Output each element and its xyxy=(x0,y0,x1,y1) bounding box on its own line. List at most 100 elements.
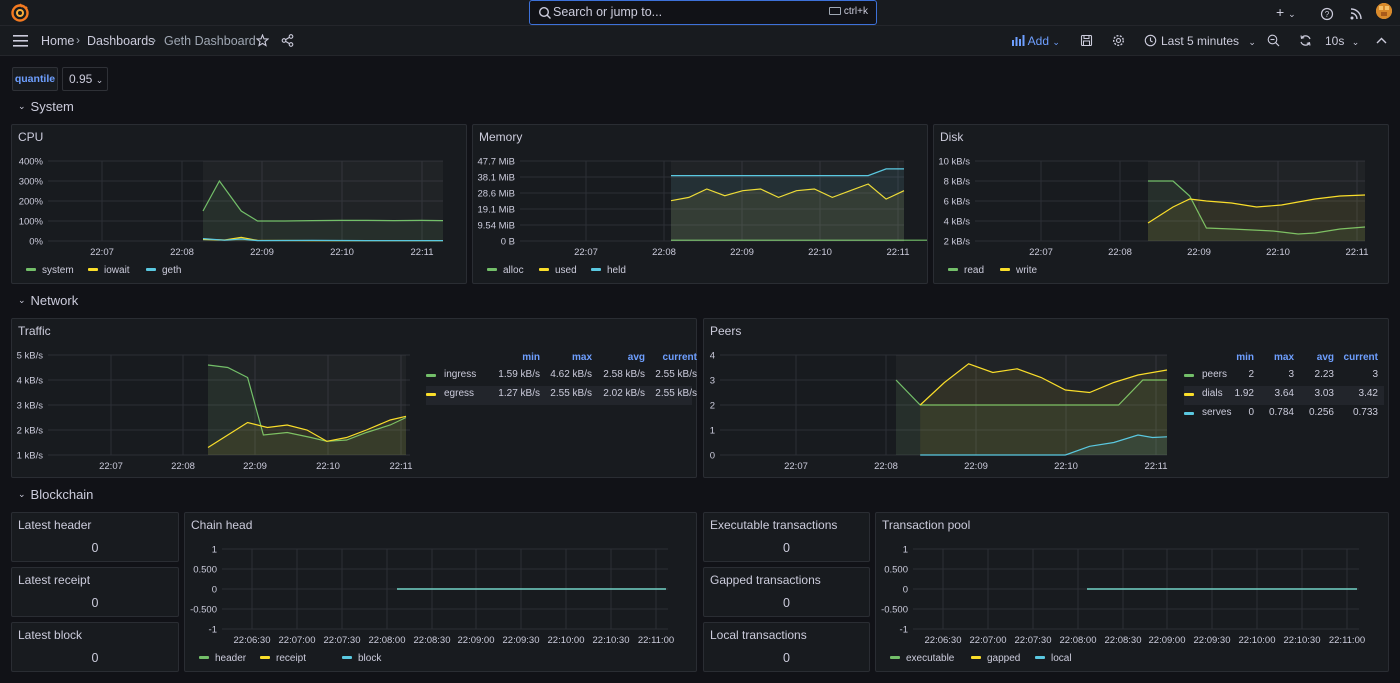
row-header-network[interactable]: ⌄ Network xyxy=(18,293,78,308)
y-tick-label: 5 kB/s xyxy=(17,351,44,362)
row-title-label: Network xyxy=(30,293,79,308)
row-header-blockchain[interactable]: ⌄ Blockchain xyxy=(18,487,93,502)
panel-latest-block[interactable]: Latest block 0 xyxy=(11,622,179,672)
legend-swatch xyxy=(591,268,601,271)
x-tick-label: 22:09 xyxy=(1187,247,1211,258)
legend-table-header-current[interactable]: current xyxy=(662,352,697,363)
zoom-out-icon[interactable] xyxy=(1267,34,1280,47)
panel-cpu[interactable]: CPU 400% 300% 200% 100% 0% 22:07 22:08 22:09 22:… xyxy=(11,124,467,284)
legend-item-iowait[interactable]: iowait xyxy=(88,265,130,276)
legend-item-gapped[interactable]: gapped xyxy=(971,653,1020,664)
legend-item-block[interactable]: block xyxy=(342,653,381,664)
y-tick-label: 0 xyxy=(710,451,715,462)
x-tick-label: 22:08:00 xyxy=(369,635,406,646)
legend-table-header-avg[interactable]: avg xyxy=(1316,352,1334,363)
series-area-peers xyxy=(896,380,1167,455)
legend-label: receipt xyxy=(276,653,307,664)
panel-disk[interactable]: Disk 10 kB/s 8 kB/s 6 kB/s 4 kB/s 2 kB/s 22:0… xyxy=(933,124,1389,284)
hamburger-menu-icon[interactable] xyxy=(13,35,28,47)
rss-icon[interactable] xyxy=(1349,5,1363,23)
series-line-geth xyxy=(202,238,443,242)
settings-gear-icon[interactable] xyxy=(1112,34,1125,47)
breadcrumb-dashboards[interactable]: Dashboards xyxy=(87,34,155,48)
legend-label: system xyxy=(42,265,74,276)
legend-item-held[interactable]: held xyxy=(591,265,626,276)
time-range-picker[interactable]: Last 5 minutes ⌄ xyxy=(1144,34,1256,48)
grafana-logo[interactable] xyxy=(10,3,30,23)
series-area-ingress xyxy=(208,365,406,455)
legend-item-system[interactable]: system xyxy=(26,265,74,276)
legend-item-alloc[interactable]: alloc xyxy=(487,265,524,276)
search-input[interactable] xyxy=(553,5,813,19)
user-avatar[interactable] xyxy=(1376,3,1392,19)
variable-select-quantile[interactable]: 0.95 ⌄ xyxy=(62,67,108,91)
legend-table-header-min[interactable]: min xyxy=(1236,352,1254,363)
help-icon[interactable]: ? xyxy=(1320,5,1334,23)
chevron-down-icon: ⌄ xyxy=(18,295,26,305)
x-tick-label: 22:07:00 xyxy=(970,635,1007,646)
legend-swatch xyxy=(426,374,436,377)
add-panel-button[interactable]: Add ⌄ xyxy=(1012,34,1060,48)
legend-table-header-current[interactable]: current xyxy=(1343,352,1378,363)
panel-chain-head[interactable]: Chain head 1 0.500 0 -0.500 -1 22:06:30 22:07:… xyxy=(184,512,697,672)
search-bar[interactable]: ctrl+k xyxy=(529,0,877,25)
star-icon[interactable] xyxy=(256,34,269,47)
legend-item-geth[interactable]: geth xyxy=(146,265,181,276)
x-tick-label: 22:08 xyxy=(874,461,898,472)
panel-gapped-transactions[interactable]: Gapped transactions 0 xyxy=(703,567,870,617)
legend-table-series-egress[interactable]: egress xyxy=(444,388,475,399)
save-icon[interactable] xyxy=(1080,34,1093,47)
legend-swatch xyxy=(948,268,958,271)
legend-table-value: 3.64 xyxy=(1274,388,1294,399)
legend-table-header-max[interactable]: max xyxy=(571,352,592,363)
legend-item-receipt[interactable]: receipt xyxy=(260,653,306,664)
legend-item-used[interactable]: used xyxy=(539,265,577,276)
x-tick-label: 22:06:30 xyxy=(234,635,271,646)
panel-memory[interactable]: Memory 47.7 MiB 38.1 MiB 28.6 MiB 19.1 MiB 9… xyxy=(472,124,928,284)
x-tick-label: 22:09 xyxy=(250,247,274,258)
panel-traffic[interactable]: Traffic 5 kB/s 4 kB/s 3 kB/s 2 kB/s 1 kB/s 22… xyxy=(11,318,697,478)
panel-latest-receipt[interactable]: Latest receipt 0 xyxy=(11,567,179,617)
new-button[interactable]: + ⌄ xyxy=(1276,4,1296,22)
share-icon[interactable] xyxy=(281,34,294,47)
legend-table-value: 0 xyxy=(1248,407,1254,418)
legend-table-value: 3 xyxy=(1288,369,1294,380)
row-title-label: System xyxy=(30,99,74,114)
legend-swatch xyxy=(88,268,98,271)
legend-table-series-serves[interactable]: serves xyxy=(1202,407,1232,418)
legend-table-header-min[interactable]: min xyxy=(522,352,540,363)
collapse-chevron-up-icon[interactable] xyxy=(1376,36,1387,45)
legend-table-value: 4.62 kB/s xyxy=(550,369,592,380)
legend-table-header-max[interactable]: max xyxy=(1273,352,1294,363)
panel-local-transactions[interactable]: Local transactions 0 xyxy=(703,622,870,672)
row-header-system[interactable]: ⌄ System xyxy=(18,99,74,114)
legend-table-series-dials[interactable]: dials xyxy=(1202,388,1223,399)
legend-item-write[interactable]: write xyxy=(1000,265,1037,276)
stat-value: 0 xyxy=(783,596,790,610)
new-button-label: + xyxy=(1276,4,1285,20)
panel-title: Disk xyxy=(940,130,964,144)
panel-transaction-pool[interactable]: Transaction pool 1 0.500 0 -0.500 -1 22:06:30… xyxy=(875,512,1389,672)
panel-executable-transactions[interactable]: Executable transactions 0 xyxy=(703,512,870,562)
legend-item-read[interactable]: read xyxy=(948,265,984,276)
legend-table-header-avg[interactable]: avg xyxy=(627,352,645,363)
legend-table-series-ingress[interactable]: ingress xyxy=(444,369,477,380)
chevron-down-icon: ⌄ xyxy=(18,101,26,111)
series-line-held xyxy=(671,168,904,177)
legend-label: geth xyxy=(162,265,182,276)
legend-table-series-peers[interactable]: peers xyxy=(1202,369,1228,380)
x-tick-label: 22:09:00 xyxy=(1149,635,1186,646)
legend-item-local[interactable]: local xyxy=(1035,653,1072,664)
refresh-icon[interactable] xyxy=(1299,34,1312,47)
breadcrumb-home[interactable]: Home xyxy=(41,34,75,48)
legend-item-header[interactable]: header xyxy=(199,653,246,664)
refresh-interval-picker[interactable]: 10s ⌄ xyxy=(1325,34,1359,48)
y-tick-label: 200% xyxy=(19,197,44,208)
legend-label: gapped xyxy=(987,653,1021,664)
panel-peers[interactable]: Peers 4 3 2 1 0 22:07 22:08 22:09 22:10 22:11 min… xyxy=(703,318,1389,478)
legend-item-executable[interactable]: executable xyxy=(890,653,954,664)
panel-latest-header[interactable]: Latest header 0 xyxy=(11,512,179,562)
x-tick-label: 22:10:00 xyxy=(1239,635,1276,646)
legend-label: read xyxy=(964,265,985,276)
legend-swatch xyxy=(1035,656,1045,659)
